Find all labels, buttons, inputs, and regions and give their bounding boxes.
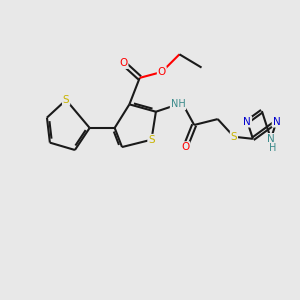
Text: N: N [267,134,275,144]
Text: S: S [231,132,237,142]
Text: N: N [273,117,280,127]
Text: H: H [269,143,276,153]
Text: O: O [158,67,166,77]
Text: S: S [63,95,69,105]
Text: O: O [181,142,190,152]
Text: NH: NH [171,99,185,110]
Text: N: N [244,117,251,127]
Text: S: S [148,135,155,145]
Text: O: O [119,58,128,68]
